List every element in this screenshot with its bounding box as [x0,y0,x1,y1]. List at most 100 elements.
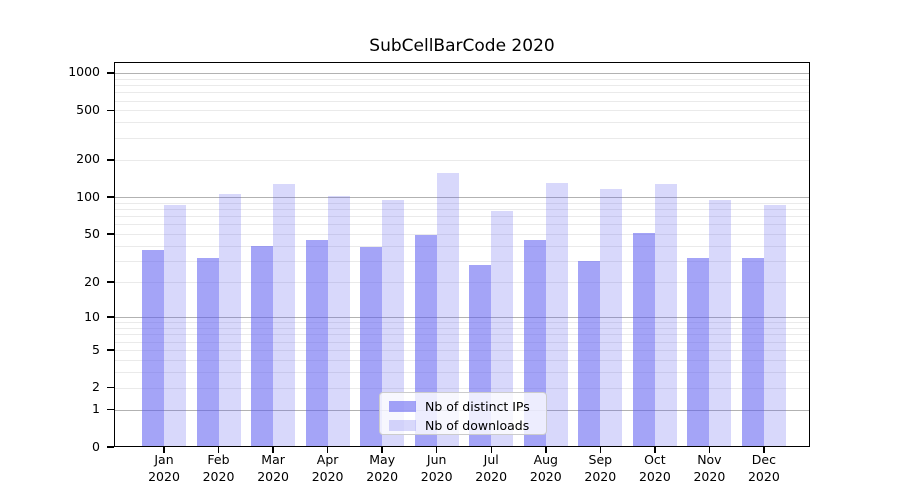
y-tick-label: 200 [76,151,100,167]
x-tick [272,447,274,453]
x-tick-label: Mar 2020 [257,452,289,484]
bar-downloads [164,205,186,447]
bar-downloads [218,194,241,447]
bar-downloads [327,196,350,447]
bar-downloads [545,182,568,447]
gridline-minor [114,100,810,102]
x-tick [490,447,492,453]
bar-distinct-ips [305,239,328,447]
bar-distinct-ips [632,233,655,447]
gridline-minor [114,110,810,112]
x-tick [326,447,329,453]
gridline-minor [114,245,810,247]
gridline-major [114,317,810,319]
y-tick [107,316,114,318]
y-tick-label: 1 [92,401,100,416]
legend-label-distinct-ips: Nb of distinct IPs [425,398,530,414]
bar-distinct-ips [687,257,710,447]
legend-swatch-distinct-ips [389,400,416,412]
y-tick-label: 0 [92,438,100,454]
y-tick-label: 2 [92,379,100,394]
legend-item-downloads: Nb of downloads [389,417,546,433]
bar-distinct-ips [741,257,764,447]
y-tick-label: 50 [84,225,100,241]
gridline-minor [114,341,810,343]
y-tick [107,349,114,351]
x-tick [435,447,438,453]
gridline-minor [114,78,810,80]
bar-downloads [600,189,623,447]
gridline-minor [114,334,810,336]
y-tick-label: 100 [76,188,100,204]
gridline-minor [114,137,810,139]
gridline-minor [114,261,810,262]
legend: Nb of distinct IPs Nb of downloads [379,392,547,435]
y-tick [107,386,114,389]
bar-downloads [273,183,296,447]
bar-distinct-ips [578,261,601,447]
gridline-minor [114,209,810,210]
bar-downloads [763,205,786,447]
gridline-minor [114,159,810,161]
x-tick [599,447,602,453]
legend-label-downloads: Nb of downloads [425,417,530,433]
gridline-minor [114,359,810,361]
gridline-minor [114,328,810,329]
legend-swatch-downloads [389,419,416,431]
legend-item-distinct-ips: Nb of distinct IPs [389,398,546,414]
y-tick [107,196,114,198]
x-tick-label: Oct 2020 [638,452,671,484]
gridline-minor [114,216,810,218]
bar-downloads [491,211,514,447]
y-tick-label: 10 [84,308,100,324]
gridline-minor [114,122,810,124]
x-tick-label: Apr 2020 [311,452,344,484]
y-tick [107,446,114,448]
bar-downloads [709,200,732,447]
gridline-minor [114,234,810,236]
y-tick-label: 5 [92,341,100,357]
gridline-minor [114,322,810,324]
y-tick-label: 1000 [68,64,100,80]
x-tick-label: Nov 2020 [693,452,726,484]
y-tick [107,233,114,235]
x-tick-label: Jun 2020 [420,452,453,484]
bar-distinct-ips [251,245,274,447]
y-tick [107,72,114,74]
x-tick [708,447,711,453]
y-tick [107,408,114,411]
x-tick [381,447,383,453]
x-tick [654,447,656,453]
x-tick [545,447,547,453]
gridline-minor [114,387,810,389]
x-tick [763,447,765,453]
x-tick-label: Aug 2020 [529,452,562,484]
y-tick [107,281,114,283]
gridline-minor [114,371,810,373]
x-tick [217,447,220,453]
bar-distinct-ips [196,257,219,447]
bar-downloads [382,200,405,447]
x-tick-label: Jul 2020 [475,452,508,484]
gridline-major [114,72,810,74]
plot-area [114,62,810,447]
gridline-minor [114,84,810,86]
gridline-major [114,197,810,199]
bar-downloads [436,172,459,447]
gridline-minor [114,282,810,284]
y-tick-label: 20 [84,273,100,289]
y-tick [107,109,114,112]
gridline-minor [114,202,810,204]
bar-distinct-ips [142,250,164,447]
x-tick-label: May 2020 [366,452,399,484]
chart-title: SubCellBarCode 2020 [369,36,555,56]
y-tick-label: 500 [76,101,100,117]
gridline-minor [114,350,810,351]
x-tick-label: Feb 2020 [202,452,235,484]
bar-distinct-ips [360,247,383,447]
x-tick-label: Sep 2020 [584,452,617,484]
bar-downloads [654,183,677,447]
x-tick-label: Dec 2020 [747,452,780,484]
y-tick [107,159,114,161]
